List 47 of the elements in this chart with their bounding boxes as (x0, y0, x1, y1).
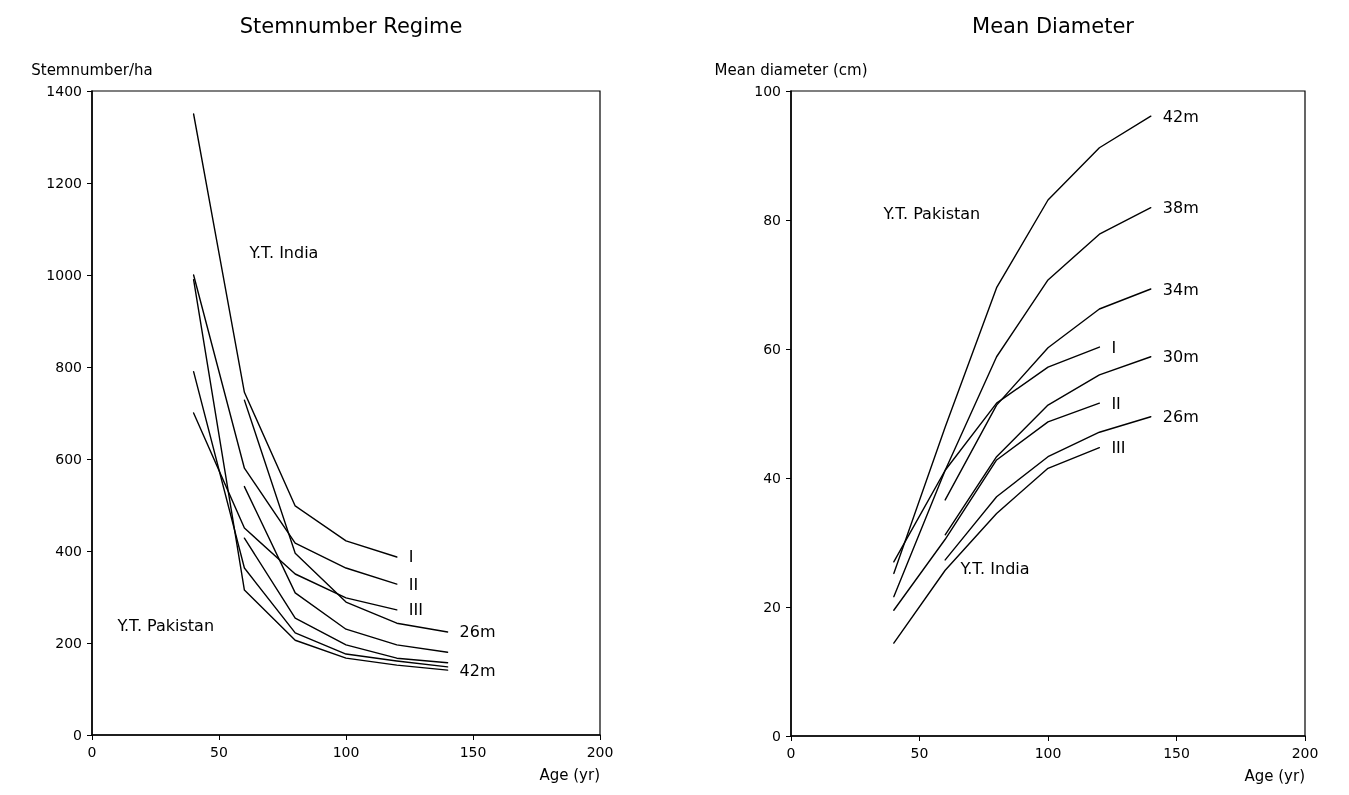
y-tick-label: 400 (55, 543, 82, 559)
x-tick-label: 150 (1163, 745, 1190, 761)
series-label: II (1111, 393, 1121, 413)
x-tick-label: 100 (332, 744, 360, 760)
series-label: I (408, 547, 414, 567)
x-tick-label: 200 (586, 744, 614, 760)
y-tick-label: 0 (772, 728, 781, 744)
series-label: 30m (1162, 347, 1199, 367)
x-axis-title: Age (yr) (1244, 766, 1305, 785)
annotation: Y.T. Pakistan (882, 204, 981, 224)
y-tick-label: 40 (763, 470, 781, 486)
x-axis-title: Age (yr) (539, 765, 600, 784)
x-tick-label: 0 (786, 745, 796, 761)
y-tick-label: 1400 (46, 83, 82, 99)
x-tick-label: 50 (910, 745, 929, 761)
y-tick-label: 80 (763, 212, 781, 228)
y-tick-label: 20 (763, 599, 781, 615)
y-tick-label: 0 (73, 727, 82, 743)
series-label: III (408, 600, 423, 620)
series-label: III (1111, 438, 1126, 458)
y-tick-label: 800 (55, 359, 82, 375)
x-tick-label: 50 (210, 744, 228, 760)
series-label: 26m (459, 622, 496, 642)
y-tick-label: 60 (763, 341, 781, 357)
annotation: Y.T. India (959, 558, 1030, 578)
x-tick-label: 150 (459, 744, 487, 760)
x-tick-label: 0 (87, 744, 97, 760)
series-label: 42m (1162, 106, 1199, 126)
chart-title: Stemnumber Regime (239, 13, 463, 38)
series-label: II (408, 574, 419, 594)
y-tick-label: 1000 (46, 267, 82, 283)
x-tick-label: 100 (1034, 745, 1062, 761)
y-tick-label: 100 (754, 83, 781, 99)
series-label: 26m (1162, 407, 1199, 427)
y-tick-label: 600 (55, 451, 82, 467)
y-tick-label: 1200 (46, 175, 82, 191)
annotation: Y.T. Pakistan (116, 616, 215, 636)
annotation: Y.T. India (248, 242, 319, 262)
series-label: I (1111, 337, 1117, 357)
y-axis-title: Stemnumber/ha (31, 60, 153, 79)
series-label: 38m (1162, 198, 1199, 218)
y-axis-title: Mean diameter (cm) (714, 60, 868, 79)
series-label: 34m (1162, 279, 1199, 299)
series-label: 42m (459, 660, 496, 680)
x-tick-label: 200 (1291, 745, 1319, 761)
chart-title: Mean Diameter (972, 13, 1135, 38)
y-tick-label: 200 (55, 635, 82, 651)
